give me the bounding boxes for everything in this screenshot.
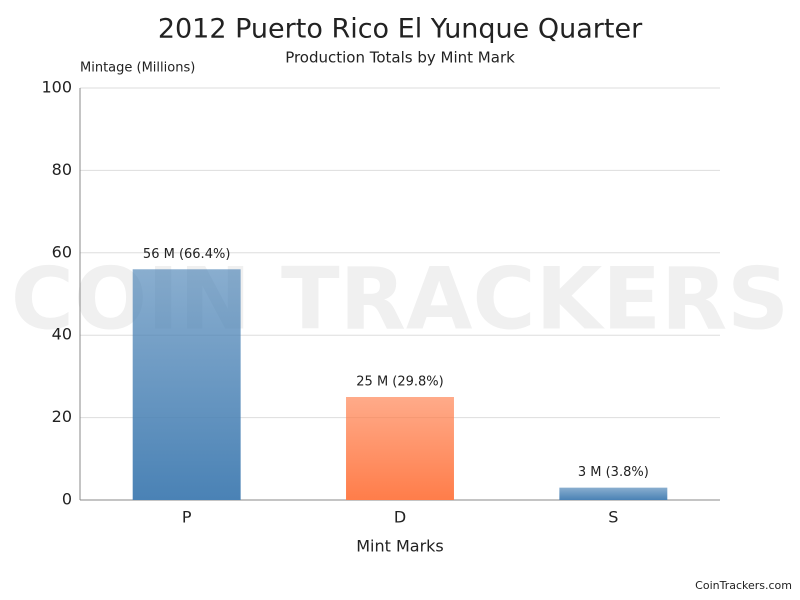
bar [132,269,241,500]
y-tick-label: 20 [52,407,72,426]
bar [346,397,454,500]
data-label: 25 M (29.8%) [356,375,443,390]
y-tick-label: 60 [52,242,72,261]
x-tick-label: S [608,508,618,527]
y-tick-label: 100 [41,78,72,97]
chart-title: 2012 Puerto Rico El Yunque Quarter [158,14,643,45]
data-label: 3 M (3.8%) [578,465,649,480]
bar [559,487,668,500]
y-tick-label: 40 [52,325,72,344]
y-tick-label: 80 [52,160,72,179]
credit: CoinTrackers.com [695,579,792,592]
x-axis-label: Mint Marks [356,537,444,556]
y-tick-label: 0 [62,490,72,509]
y-axis-label: Mintage (Millions) [80,61,195,76]
watermark: COIN TRACKERS [11,249,789,349]
data-label: 56 M (66.4%) [143,247,230,262]
x-tick-label: P [182,508,192,527]
x-tick-label: D [394,508,406,527]
chart-subtitle: Production Totals by Mint Mark [285,49,515,67]
